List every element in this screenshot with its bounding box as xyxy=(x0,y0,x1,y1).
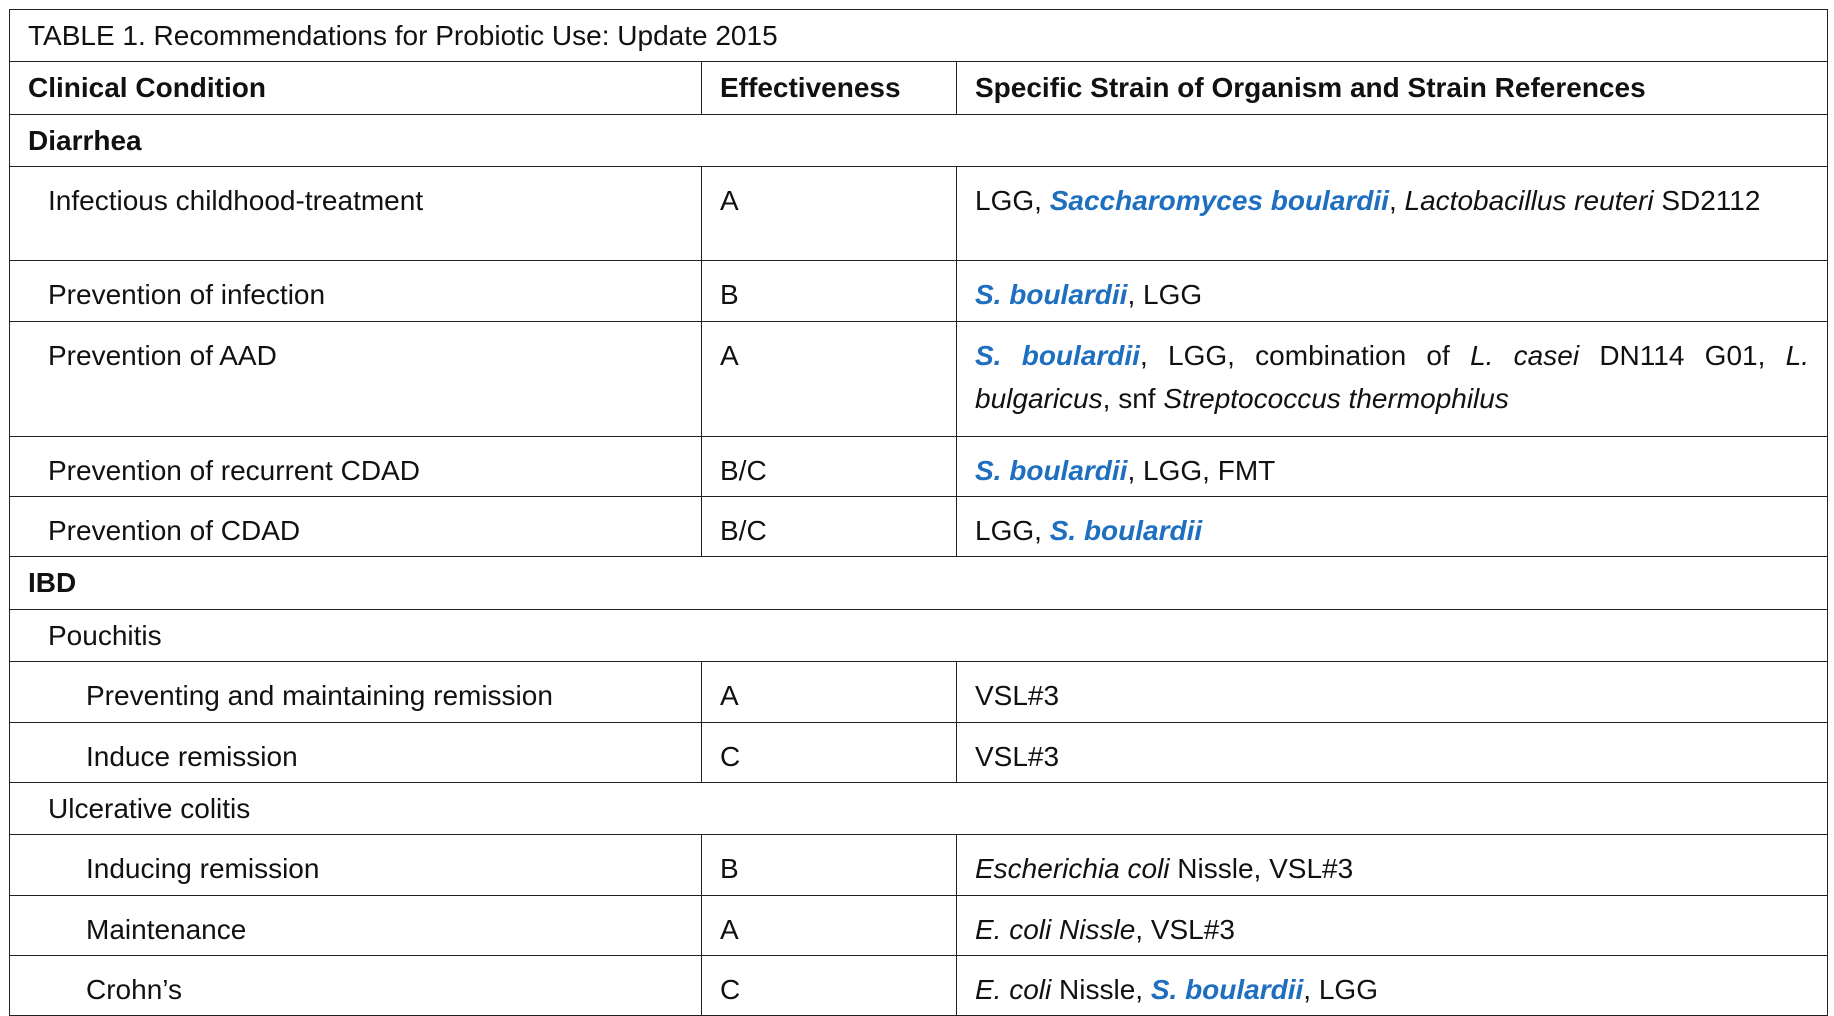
subsection-row: Pouchitis xyxy=(9,608,1828,663)
italic-name: L. casei xyxy=(1470,339,1580,371)
strain-text: Nissle, VSL#3 xyxy=(1169,853,1354,885)
organism-name: S. boulardii xyxy=(975,339,1140,371)
italic-name: E. coli Nissle xyxy=(975,913,1136,945)
strain-text: , LGG, combination of xyxy=(1139,339,1471,371)
condition-cell: Prevention of infection xyxy=(9,260,702,322)
condition-cell: Crohn’s xyxy=(9,955,702,1016)
item-row: Prevention of infection B S. boulardii, LG… xyxy=(9,260,1828,322)
strain-cell: S. boulardii, LGG, FMT xyxy=(956,435,1828,497)
strain-text: , snf xyxy=(1102,382,1164,414)
organism-name: S. boulardii xyxy=(1049,514,1203,546)
organism-name: Saccharomyces boulardii xyxy=(1049,185,1389,217)
condition-cell: Induce remission xyxy=(9,721,702,783)
item-row: Infectious childhood-treatment A LGG, Sacc… xyxy=(9,166,1828,262)
header-cell: Clinical Condition xyxy=(9,61,702,115)
strain-text: VSL#3 xyxy=(975,740,1060,772)
condition-cell: Maintenance xyxy=(9,894,702,957)
italic-name: E. coli xyxy=(975,974,1052,1006)
italic-name: Escherichia coli xyxy=(975,853,1170,885)
section-label: Diarrhea xyxy=(9,113,1828,168)
strain-text: LGG, xyxy=(975,514,1050,546)
organism-name: S. boulardii xyxy=(975,279,1128,311)
effectiveness-cell: B/C xyxy=(701,495,957,558)
strain-cell: S. boulardii, LGG xyxy=(956,260,1828,322)
effectiveness-cell: C xyxy=(701,721,957,783)
strain-cell: VSL#3 xyxy=(956,661,1828,723)
strain-text: Nissle, xyxy=(1051,974,1151,1006)
strain-text: LGG, xyxy=(975,185,1050,217)
probiotic-table: TABLE 1. Recommendations for Probiotic U… xyxy=(9,8,1828,1016)
strain-text: , LGG xyxy=(1303,974,1378,1006)
subsection-label: Ulcerative colitis xyxy=(9,781,1828,836)
effectiveness-cell: B xyxy=(701,260,957,322)
condition-cell: Inducing remission xyxy=(9,834,702,896)
item-row: Crohn’s C E. coli Nissle, S. boulardii, LG… xyxy=(9,955,1828,1016)
strain-cell: E. coli Nissle, VSL#3 xyxy=(956,894,1828,957)
section-label: IBD xyxy=(9,556,1828,610)
condition-cell: Prevention of recurrent CDAD xyxy=(9,435,702,497)
section-row: Diarrhea xyxy=(9,113,1828,168)
item-row: Prevention of CDAD B/C LGG, S. boulardii xyxy=(9,495,1828,558)
strain-text: , LGG, FMT xyxy=(1127,454,1276,486)
strain-cell: LGG, S. boulardii xyxy=(956,495,1828,558)
strain-text: DN114 G01, xyxy=(1579,339,1786,371)
condition-cell: Infectious childhood-treatment xyxy=(9,166,702,262)
strain-text: VSL#3 xyxy=(975,680,1060,712)
item-row: Inducing remission B Escherichia coli Niss… xyxy=(9,834,1828,896)
strain-text: , LGG xyxy=(1127,279,1203,311)
item-row: Preventing and maintaining remission A VSL… xyxy=(9,661,1828,723)
condition-cell: Preventing and maintaining remission xyxy=(9,661,702,723)
item-row: Maintenance A E. coli Nissle, VSL#3 xyxy=(9,894,1828,957)
subsection-label: Pouchitis xyxy=(9,608,1828,663)
strain-cell: S. boulardii, LGG, combination of L. cas… xyxy=(956,320,1828,437)
effectiveness-cell: A xyxy=(701,320,957,437)
strain-cell: LGG, Saccharomyces boulardii, Lactobacil… xyxy=(956,166,1828,262)
organism-name: S. boulardii xyxy=(975,454,1128,486)
strain-cell: VSL#3 xyxy=(956,721,1828,783)
effectiveness-cell: A xyxy=(701,661,957,723)
italic-name: Streptococcus thermophilus xyxy=(1163,382,1509,414)
title-row: TABLE 1. Recommendations for Probiotic U… xyxy=(9,8,1828,63)
table-title: TABLE 1. Recommendations for Probiotic U… xyxy=(9,8,1828,63)
table-body: TABLE 1. Recommendations for Probiotic U… xyxy=(9,8,1828,1016)
strain-cell: Escherichia coli Nissle, VSL#3 xyxy=(956,834,1828,896)
effectiveness-cell: B/C xyxy=(701,435,957,497)
italic-name: Lactobacillus reuteri xyxy=(1404,185,1654,217)
italic-name: L. bulgaricus xyxy=(975,339,1810,414)
condition-cell: Prevention of CDAD xyxy=(9,495,702,558)
header-cell: Specific Strain of Organism and Strain R… xyxy=(956,61,1828,115)
item-row: Induce remission C VSL#3 xyxy=(9,721,1828,783)
organism-name: S. boulardii xyxy=(1150,974,1304,1006)
item-row: Prevention of AAD A S. boulardii, LGG, com… xyxy=(9,320,1828,437)
header-row: Clinical Condition Effectiveness Specifi… xyxy=(9,61,1828,115)
page: TABLE 1. Recommendations for Probiotic U… xyxy=(9,8,1828,1016)
condition-cell: Prevention of AAD xyxy=(9,320,702,437)
effectiveness-cell: A xyxy=(701,894,957,957)
effectiveness-cell: A xyxy=(701,166,957,262)
strain-text: , VSL#3 xyxy=(1135,913,1235,945)
item-row: Prevention of recurrent CDAD B/C S. boular… xyxy=(9,435,1828,497)
header-cell: Effectiveness xyxy=(701,61,957,115)
strain-cell: E. coli Nissle, S. boulardii, LGG xyxy=(956,955,1828,1016)
strain-text: , xyxy=(1388,185,1405,217)
effectiveness-cell: C xyxy=(701,955,957,1016)
strain-text: SD2112 xyxy=(1653,185,1761,217)
effectiveness-cell: B xyxy=(701,834,957,896)
section-row: IBD xyxy=(9,556,1828,610)
subsection-row: Ulcerative colitis xyxy=(9,781,1828,836)
